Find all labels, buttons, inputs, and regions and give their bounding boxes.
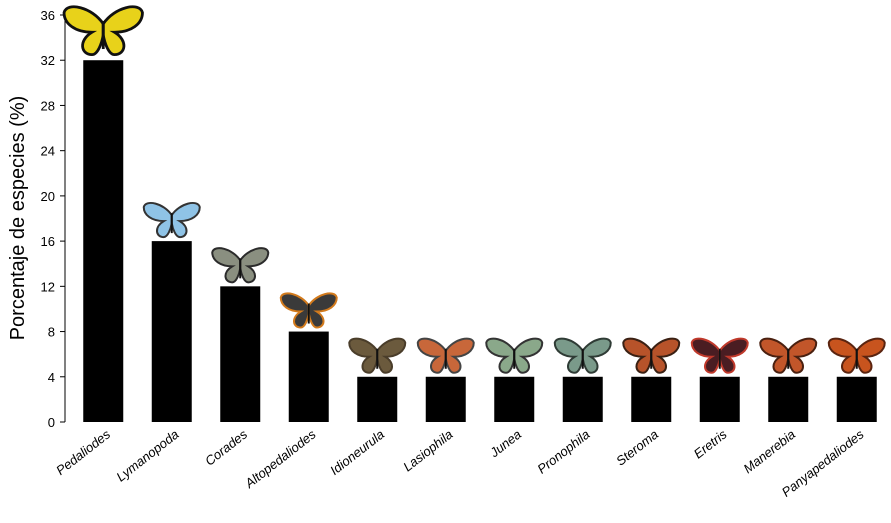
y-tick-label: 12 [41, 279, 55, 294]
y-tick-label: 16 [41, 234, 55, 249]
butterfly [62, 5, 144, 57]
butterfly-wing [650, 337, 681, 374]
butterfly-wing [348, 337, 379, 374]
butterfly-wing [307, 292, 338, 329]
butterfly [759, 337, 818, 374]
butterfly-wing [827, 337, 858, 374]
x-tick-label: Eretris [691, 426, 730, 461]
bar [220, 286, 261, 422]
butterfly-wing [553, 337, 584, 374]
bar [151, 241, 192, 422]
butterfly-wing [376, 337, 407, 374]
butterfly-wing [622, 337, 653, 374]
y-tick-label: 0 [48, 415, 55, 430]
bar [768, 376, 809, 422]
butterfly-wing [581, 337, 612, 374]
y-tick-label: 28 [41, 98, 55, 113]
butterfly-wing [718, 337, 749, 374]
bar [288, 331, 329, 422]
butterfly-wing [62, 5, 105, 57]
butterfly [622, 337, 681, 374]
butterfly-wing [787, 337, 818, 374]
butterfly-wing [485, 337, 516, 374]
x-tick-label: Junea [486, 427, 524, 461]
y-tick-label: 36 [41, 8, 55, 23]
bar [425, 376, 466, 422]
butterfly [211, 247, 270, 284]
y-tick-label: 8 [48, 325, 55, 340]
butterfly [416, 337, 475, 374]
butterfly-wing [279, 292, 310, 329]
x-tick-label: Idioneurula [327, 427, 387, 478]
x-tick-label: Altopedaliodes [241, 426, 319, 491]
butterfly-wing [239, 247, 270, 284]
butterfly [485, 337, 544, 374]
x-tick-label: Lasiophila [400, 427, 455, 475]
y-axis-label: Porcentaje de especies (%) [7, 96, 29, 341]
y-tick-label: 24 [41, 144, 55, 159]
butterfly-wing [513, 337, 544, 374]
x-tick-label: Pronophila [534, 427, 592, 477]
y-tick-label: 20 [41, 189, 55, 204]
x-tick-label: Steroma [613, 427, 661, 469]
bar [357, 376, 398, 422]
butterfly [553, 337, 612, 374]
butterfly [279, 292, 338, 329]
x-tick-label: Manerebia [740, 427, 798, 477]
y-tick-label: 32 [41, 53, 55, 68]
butterfly-wing [170, 201, 201, 239]
y-tick-label: 4 [48, 370, 55, 385]
butterfly-wing [101, 5, 144, 57]
butterfly-wing [444, 337, 475, 374]
butterfly-wing [855, 337, 886, 374]
bar [562, 376, 603, 422]
butterfly [690, 337, 749, 374]
butterfly-wing [142, 201, 173, 239]
bar [836, 376, 877, 422]
butterfly-wing [759, 337, 790, 374]
bar [699, 376, 740, 422]
butterfly [827, 337, 886, 374]
bar [494, 376, 535, 422]
x-tick-label: Corades [202, 426, 250, 468]
bar [631, 376, 672, 422]
x-tick-label: Pedaliodes [53, 426, 113, 478]
butterfly-wing [416, 337, 447, 374]
butterfly [348, 337, 407, 374]
butterfly [142, 201, 201, 239]
butterfly-wing [690, 337, 721, 374]
bar [83, 60, 124, 422]
x-tick-label: Lymanopoda [113, 427, 181, 485]
butterfly-wing [211, 247, 242, 284]
